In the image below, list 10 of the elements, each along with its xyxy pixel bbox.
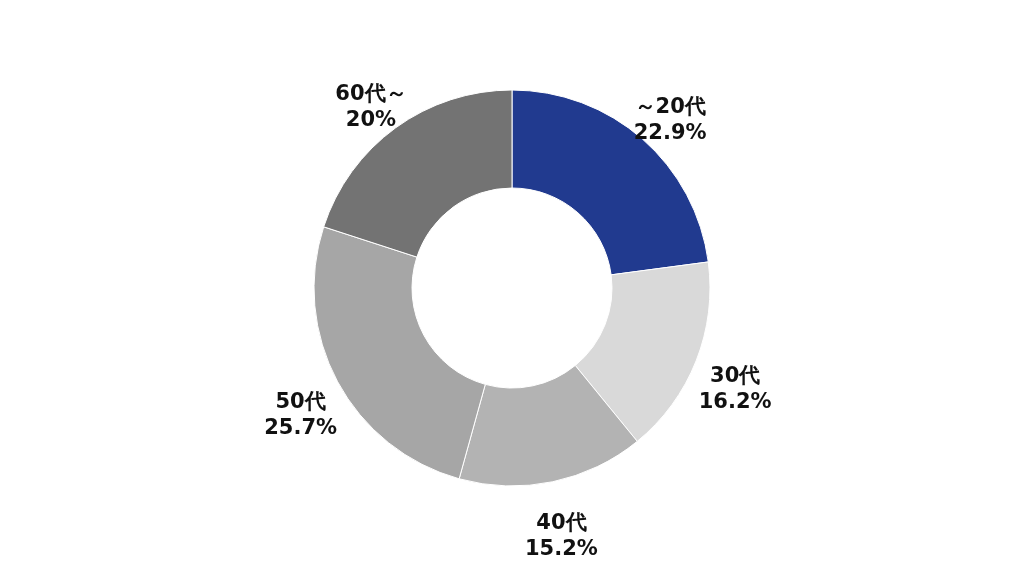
- slice-label: 60代～: [335, 80, 407, 105]
- data-label: 15.2%: [524, 535, 598, 560]
- data-label: 22.9%: [633, 120, 707, 145]
- slice-label: 50代: [275, 388, 326, 413]
- slice-label: ～20代: [634, 94, 706, 119]
- data-label: 16.2%: [698, 389, 772, 414]
- slice-label: 40代: [536, 509, 587, 534]
- data-label: 25.7%: [264, 414, 338, 439]
- slice-label: 30代: [710, 363, 761, 388]
- data-label: 20%: [345, 106, 397, 131]
